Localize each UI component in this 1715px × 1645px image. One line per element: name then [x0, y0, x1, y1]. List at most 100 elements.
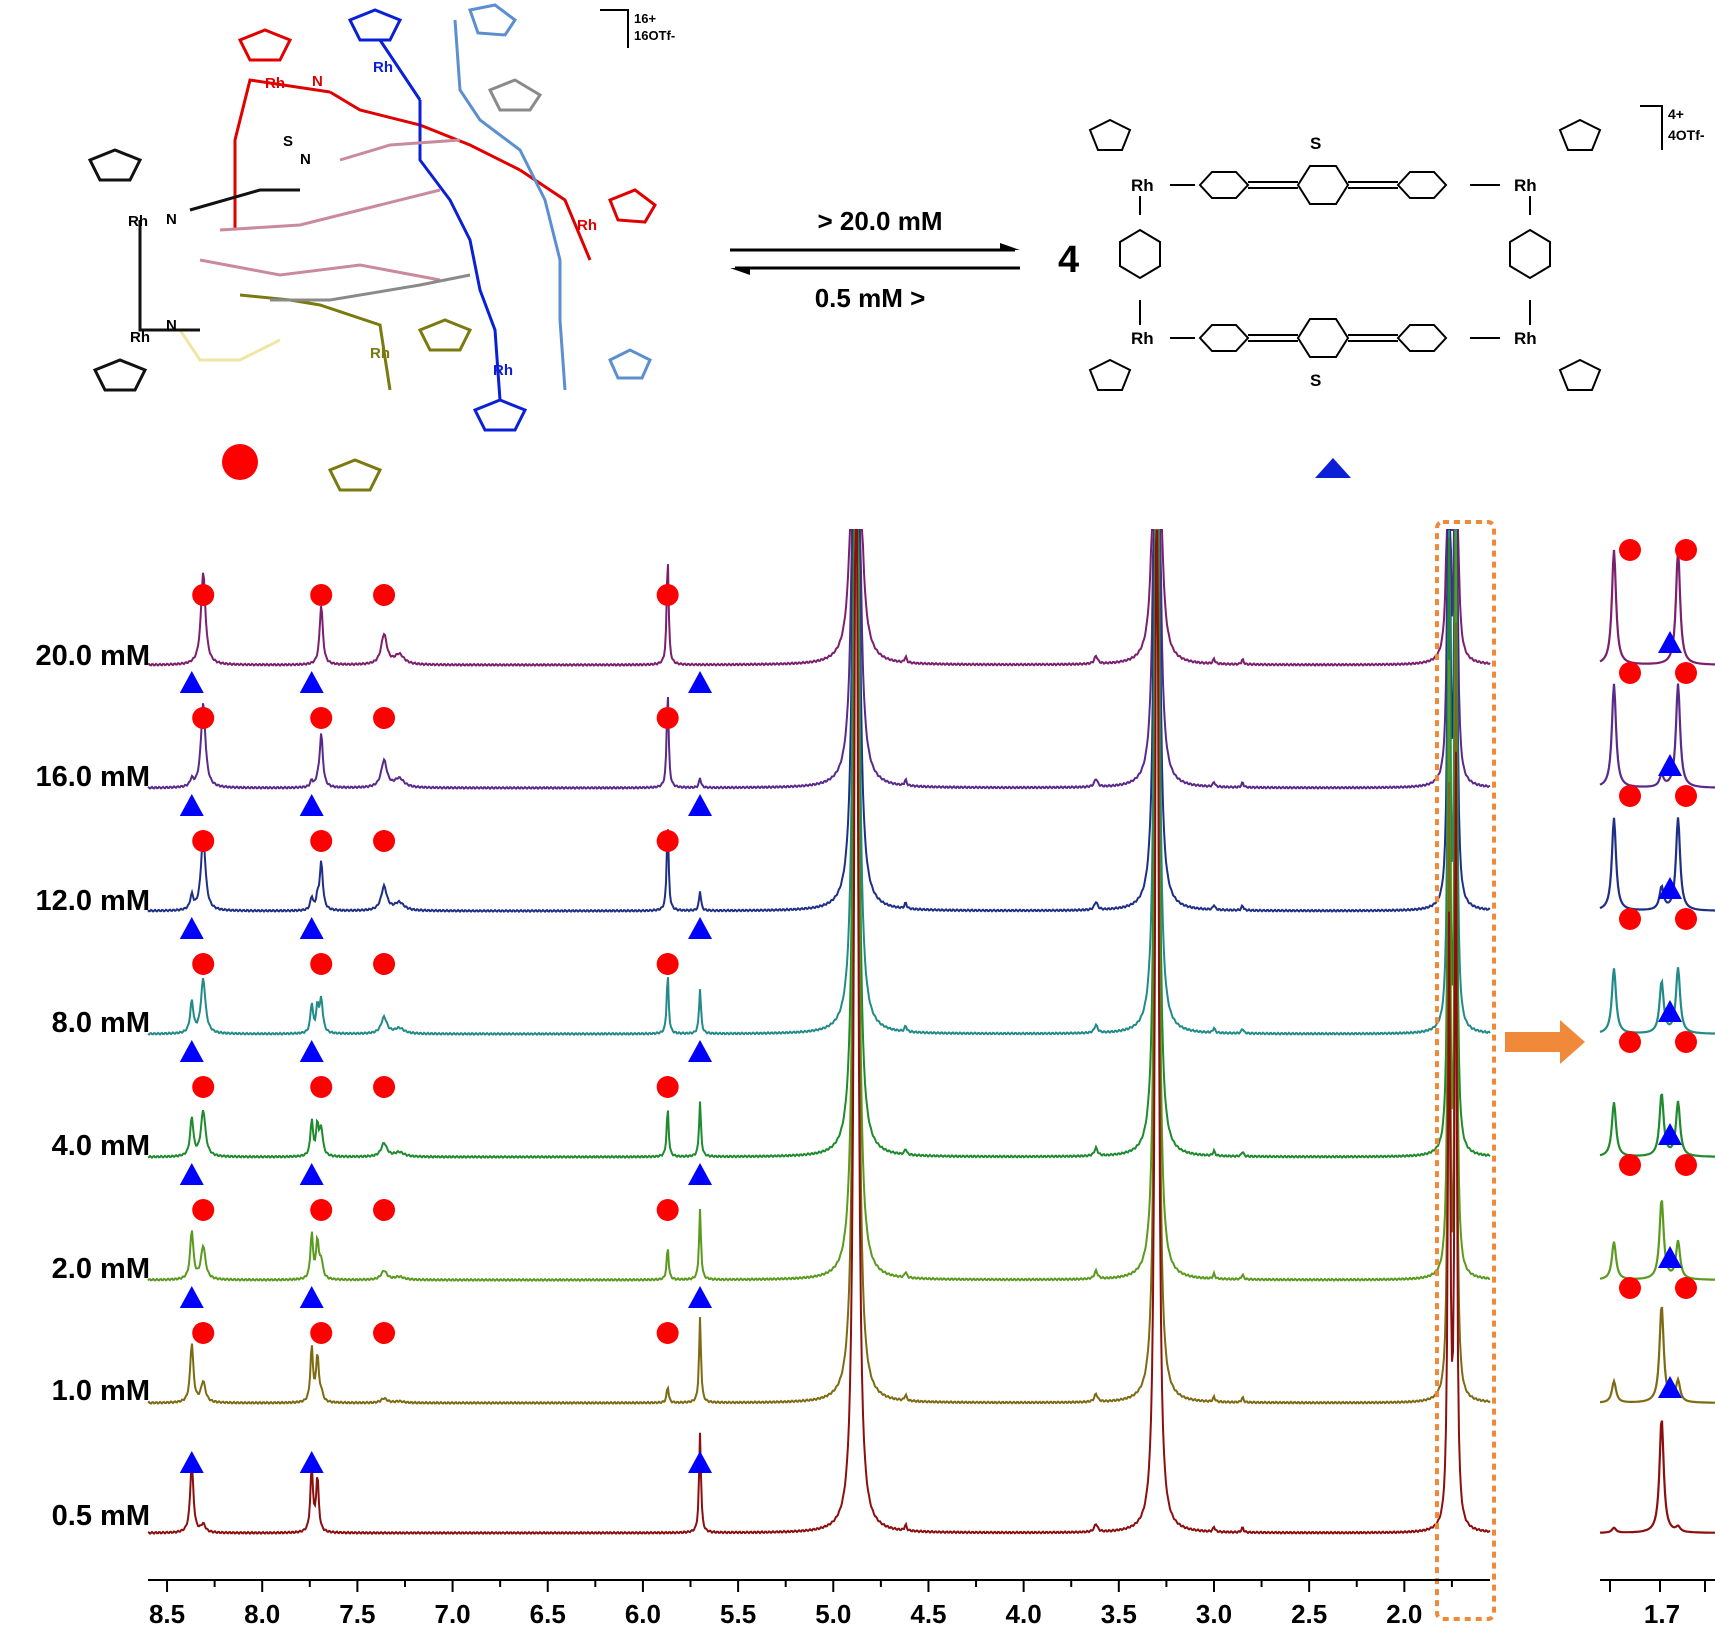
- cage-peak-marker: [192, 707, 214, 729]
- square-peak-marker: [180, 1040, 204, 1062]
- s-label: S: [1310, 371, 1321, 390]
- series-label: 1.0 mM: [52, 1375, 150, 1407]
- inset-trace: [1600, 967, 1715, 1033]
- x-tick-label: 8.5: [149, 1599, 185, 1629]
- rh-label: Rh: [493, 362, 513, 379]
- cage-peak-marker: [310, 707, 332, 729]
- square-peak-marker: [688, 1040, 712, 1062]
- cage-peak-marker: [657, 830, 679, 852]
- cage-peak-marker: [1675, 785, 1697, 807]
- cage-peak-marker: [1619, 1277, 1641, 1299]
- cage-peak-marker: [1675, 1154, 1697, 1176]
- rh-label: Rh: [373, 59, 393, 76]
- square-peak-marker: [300, 1286, 324, 1308]
- square-peak-marker: [688, 1451, 712, 1473]
- cage-peak-marker: [192, 1199, 214, 1221]
- x-tick-label: 4.0: [1006, 1599, 1042, 1629]
- spectrum-trace: [148, 530, 1490, 1035]
- cage-peak-marker: [373, 830, 395, 852]
- cage-peak-marker: [310, 953, 332, 975]
- rh-label: Rh: [128, 213, 148, 230]
- square-structure: [1090, 120, 1600, 390]
- square-peak-marker: [688, 1163, 712, 1185]
- spectrum-trace: [148, 530, 1490, 666]
- rh-label: Rh: [577, 217, 597, 234]
- rh-label: Rh: [370, 345, 390, 362]
- cage-peak-marker: [1619, 539, 1641, 561]
- cage-peak-marker: [373, 707, 395, 729]
- rh-label: Rh: [1514, 176, 1537, 195]
- square-charge: 4+: [1668, 106, 1684, 122]
- cage-peak-marker: [373, 953, 395, 975]
- cage-counterion: 16OTf-: [634, 28, 675, 43]
- inset-trace: [1600, 550, 1715, 665]
- square-peak-marker: [180, 671, 204, 693]
- cage-peak-marker: [310, 584, 332, 606]
- n-label: N: [312, 73, 323, 90]
- cage-peak-marker: [1619, 1154, 1641, 1176]
- square-peak-marker: [300, 1451, 324, 1473]
- square-peak-marker: [300, 1040, 324, 1062]
- x-tick-label: 8.0: [244, 1599, 280, 1629]
- series-label: 20.0 mM: [36, 640, 150, 672]
- s-label: S: [283, 133, 293, 150]
- square-peak-marker: [180, 1451, 204, 1473]
- square-peak-marker: [180, 794, 204, 816]
- square-peak-marker: [1658, 1000, 1682, 1022]
- spectrum-trace: [148, 530, 1490, 912]
- peak-markers: [180, 584, 712, 1473]
- square-peak-marker: [180, 1163, 204, 1185]
- cage-peak-marker: [310, 1199, 332, 1221]
- square-number: 4: [1058, 239, 1079, 281]
- cage-peak-marker: [657, 1199, 679, 1221]
- cage-peak-marker: [657, 1076, 679, 1098]
- series-label: 0.5 mM: [52, 1500, 150, 1532]
- square-peak-marker: [1658, 1123, 1682, 1145]
- x-tick-label: 2.0: [1386, 1599, 1422, 1629]
- square-peak-marker: [688, 671, 712, 693]
- series-label: 16.0 mM: [36, 761, 150, 793]
- cage-peak-marker: [192, 584, 214, 606]
- cage-peak-marker: [1619, 785, 1641, 807]
- rh-label: Rh: [1131, 329, 1154, 348]
- cage-peak-marker: [192, 1076, 214, 1098]
- cage-peak-marker: [1619, 908, 1641, 930]
- square-peak-marker: [300, 671, 324, 693]
- n-label: N: [166, 211, 177, 228]
- cage-peak-marker: [657, 953, 679, 975]
- inset-trace: [1600, 817, 1715, 910]
- square-peak-marker: [688, 794, 712, 816]
- n-label: N: [300, 151, 311, 168]
- cage-peak-marker: [373, 1076, 395, 1098]
- rh-label: Rh: [1514, 329, 1537, 348]
- inset-trace: [1600, 1421, 1715, 1533]
- forward-condition: > 20.0 mM: [817, 206, 942, 236]
- cage-marker-legend: [222, 444, 258, 480]
- cage-peak-marker: [1675, 1031, 1697, 1053]
- x-tick-label: 5.0: [815, 1599, 851, 1629]
- series-label: 12.0 mM: [36, 885, 150, 917]
- cage-peak-marker: [1675, 908, 1697, 930]
- spectrum-trace: [148, 530, 1490, 1158]
- square-peak-marker: [688, 917, 712, 939]
- square-peak-marker: [688, 1286, 712, 1308]
- rh-label: Rh: [130, 329, 150, 346]
- square-peak-marker: [1658, 631, 1682, 653]
- x-tick-label: 3.0: [1196, 1599, 1232, 1629]
- rh-label: Rh: [1131, 176, 1154, 195]
- nmr-spectra: [148, 530, 1490, 1534]
- cage-charge: 16+: [634, 11, 656, 26]
- x-tick-label: 7.0: [434, 1599, 470, 1629]
- series-label: 8.0 mM: [52, 1007, 150, 1039]
- inset-tick-label: 1.7: [1644, 1599, 1680, 1629]
- cage-peak-marker: [657, 707, 679, 729]
- cage-peak-marker: [1675, 1277, 1697, 1299]
- reverse-condition: 0.5 mM >: [815, 283, 926, 313]
- square-peak-marker: [180, 917, 204, 939]
- inset-trace: [1600, 1094, 1715, 1157]
- x-axis: 8.5 8.0 7.5 7.0 6.5 6.0 5.5 5.0 4.5 4.0 3.5 3.0 2.5 2…: [148, 1580, 1490, 1629]
- cage-peak-marker: [310, 1076, 332, 1098]
- cage-peak-marker: [373, 1199, 395, 1221]
- x-tick-label: 6.0: [625, 1599, 661, 1629]
